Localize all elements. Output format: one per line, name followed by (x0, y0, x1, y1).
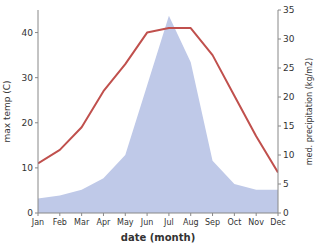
x-tick (147, 213, 148, 216)
x-tick (103, 213, 104, 216)
y-axis-label: max temp (C) (2, 80, 12, 142)
y2-tick (278, 126, 281, 127)
y-tick (35, 167, 38, 168)
y2-tick-label: 35 (283, 5, 294, 15)
y2-tick (278, 68, 281, 69)
y-axis-line (38, 10, 39, 213)
y-tick-label: 40 (22, 28, 34, 38)
x-tick (212, 213, 213, 216)
x-tick-label: Dec (270, 218, 285, 227)
x-tick-label: Oct (227, 218, 241, 227)
y2-tick-label: 5 (283, 179, 289, 189)
x-tick (125, 213, 126, 216)
x-tick-label: Mar (74, 218, 90, 227)
y-tick (35, 122, 38, 123)
y2-tick (278, 39, 281, 40)
y2-tick-label: 15 (283, 121, 294, 131)
precipitation-area (38, 16, 278, 213)
temperature-line (38, 28, 278, 172)
x-tick (278, 213, 279, 216)
x-tick-label: Apr (97, 218, 112, 227)
x-tick-label: Jun (140, 218, 154, 227)
x-axis-line (38, 213, 278, 214)
x-tick-label: Feb (53, 218, 67, 227)
y-tick-label: 0 (27, 208, 33, 218)
y2-tick-label: 10 (283, 150, 295, 160)
x-axis-label: date (month) (121, 232, 195, 243)
y2-axis-label: med. precipitation (kg/m2) (305, 58, 314, 165)
y-tick-label: 30 (22, 73, 34, 83)
x-tick (190, 213, 191, 216)
y2-tick (278, 155, 281, 156)
x-tick (256, 213, 257, 216)
x-tick-label: Aug (183, 218, 199, 227)
x-tick-label: Sep (205, 218, 220, 227)
x-tick (38, 213, 39, 216)
y2-tick-label: 0 (283, 208, 289, 218)
y-tick-label: 10 (22, 163, 34, 173)
plot-area (38, 16, 278, 213)
x-tick-label: Jan (31, 218, 44, 227)
x-tick (59, 213, 60, 216)
y-tick-label: 20 (22, 118, 34, 128)
x-tick-label: Nov (248, 218, 264, 227)
x-tick-label: Jul (163, 218, 174, 227)
y2-tick (278, 10, 281, 11)
chart: 0 10 20 30 40 0 5 10 15 20 25 30 35 Jan Feb Mar Apr May Ju… (0, 0, 318, 247)
y2-tick-label: 30 (283, 34, 295, 44)
y2-tick-label: 20 (283, 92, 295, 102)
y2-tick (278, 184, 281, 185)
y2-tick (278, 97, 281, 98)
y2-axis-line (278, 10, 279, 213)
y-tick (35, 32, 38, 33)
y2-tick-label: 25 (283, 63, 294, 73)
y-tick (35, 77, 38, 78)
x-tick (81, 213, 82, 216)
x-tick (234, 213, 235, 216)
x-tick-label: May (117, 218, 134, 227)
x-tick (168, 213, 169, 216)
